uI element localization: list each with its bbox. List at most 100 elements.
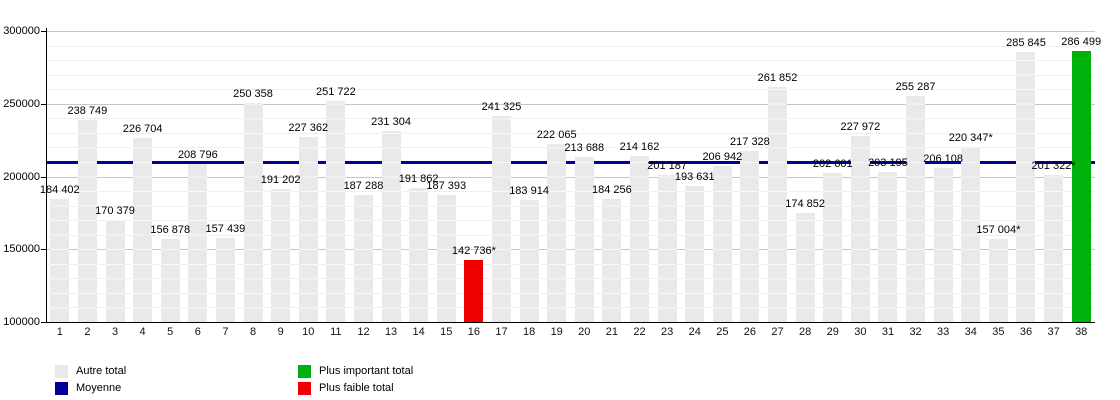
bar-value-label: 227 972 xyxy=(840,120,881,133)
x-tick-label: 22 xyxy=(633,326,646,338)
legend-label: Plus faible total xyxy=(319,382,394,394)
bar-value-label: 222 065 xyxy=(536,129,577,142)
legend-label: Autre total xyxy=(76,365,127,377)
bar-value-label: 214 162 xyxy=(619,140,660,153)
x-tick-label: 12 xyxy=(357,326,370,338)
bar-value-label: 170 379 xyxy=(95,204,135,217)
x-tick-label: 33 xyxy=(937,326,950,338)
bar-value-label: 191 202 xyxy=(260,174,301,187)
bar-value-label: 201 187 xyxy=(647,159,687,172)
x-tick-label: 28 xyxy=(799,326,812,338)
bar xyxy=(436,194,456,322)
bar xyxy=(602,199,622,322)
bar-value-label: 227 362 xyxy=(288,121,329,134)
bar xyxy=(712,166,732,322)
x-tick-label: 25 xyxy=(716,326,729,338)
bar-value-label: 184 402 xyxy=(39,184,80,197)
bar xyxy=(547,144,567,322)
gridline-major xyxy=(46,176,1095,178)
bar-value-label: 174 852 xyxy=(785,198,826,211)
legend-swatch-average xyxy=(55,381,68,395)
bar-value-label: 206 108 xyxy=(923,152,964,165)
bar-value-label: 202 601 xyxy=(812,157,853,170)
gridline-minor xyxy=(46,60,1095,62)
x-tick-label: 5 xyxy=(167,326,174,338)
x-tick-label: 31 xyxy=(881,326,895,338)
bar xyxy=(961,146,981,322)
bar xyxy=(795,213,815,322)
x-tick-label: 6 xyxy=(194,326,201,338)
bar-value-label: 156 878 xyxy=(150,224,191,237)
x-tick-label: 10 xyxy=(302,326,315,338)
x-tick-label: 30 xyxy=(854,326,867,338)
bar-value-label: 213 688 xyxy=(564,141,605,154)
x-tick-label: 27 xyxy=(771,326,784,338)
bar-value-label: 241 325 xyxy=(481,101,522,114)
bar xyxy=(657,174,677,322)
legend-item-moyenne: Moyenne xyxy=(55,381,121,395)
x-tick-label: 8 xyxy=(249,326,257,338)
y-tick-label: 150000 xyxy=(3,243,40,256)
legend-swatch-lowest-total xyxy=(298,381,311,395)
bar-value-label: 187 288 xyxy=(343,179,384,192)
legend-label: Plus important total xyxy=(319,365,414,377)
bar xyxy=(685,185,705,322)
bar xyxy=(988,239,1008,322)
legend-swatch-highest-total xyxy=(298,364,311,378)
bar xyxy=(491,116,511,322)
gridline-major xyxy=(46,249,1095,251)
average-line xyxy=(46,161,1095,165)
bar xyxy=(50,199,70,322)
x-tick-label: 20 xyxy=(578,326,591,338)
bar-value-label: 157 439 xyxy=(205,223,246,236)
x-tick-label: 16 xyxy=(467,326,480,338)
legend-item-plus-faible-total: Plus faible total xyxy=(298,381,394,395)
y-tick-mark xyxy=(41,322,46,323)
bar xyxy=(298,136,318,322)
x-tick-label: 2 xyxy=(84,326,91,338)
y-tick-mark xyxy=(41,103,46,105)
legend: Autre total Moyenne Plus important total… xyxy=(0,358,1120,400)
bar xyxy=(823,172,843,322)
gridline-minor xyxy=(46,307,1095,309)
bar xyxy=(133,137,153,322)
x-tick-label: 7 xyxy=(222,326,229,338)
gridline-major xyxy=(46,103,1095,105)
bar-value-label: 251 722 xyxy=(315,86,356,99)
y-tick-label: 100000 xyxy=(3,316,40,328)
x-tick-label: 36 xyxy=(1019,326,1033,338)
bar-lowest-total xyxy=(464,259,484,322)
x-tick-label: 21 xyxy=(605,326,619,338)
gridline-minor xyxy=(46,118,1095,120)
legend-item-autre-total: Autre total xyxy=(55,364,126,378)
bar-value-label: 187 393 xyxy=(426,179,467,192)
x-tick-label: 3 xyxy=(111,326,119,338)
bar-value-label: 250 358 xyxy=(233,88,273,101)
bar-value-label: 183 914 xyxy=(509,184,549,197)
bar-value-label: 184 256 xyxy=(592,184,632,197)
bar xyxy=(243,103,263,322)
bar xyxy=(188,163,208,322)
bar xyxy=(160,239,180,322)
bar xyxy=(740,151,760,322)
bar-value-label: 193 631 xyxy=(674,170,715,183)
bar xyxy=(850,135,870,322)
bar-value-label: 208 796 xyxy=(177,148,218,161)
x-tick-label: 29 xyxy=(826,326,839,338)
bar-value-label: 201 322* xyxy=(1031,159,1076,172)
bar xyxy=(77,120,97,322)
x-tick-label: 37 xyxy=(1047,326,1060,338)
x-axis xyxy=(46,322,1095,323)
bar xyxy=(215,238,235,322)
bar xyxy=(878,171,898,322)
x-tick-label: 9 xyxy=(277,326,284,338)
bar-value-label: 238 749 xyxy=(67,105,108,118)
gridline-minor xyxy=(46,278,1095,280)
bar xyxy=(381,130,401,322)
bar-value-label: 142 736* xyxy=(451,244,496,257)
gridline-minor xyxy=(46,132,1095,134)
x-tick-label: 15 xyxy=(440,326,453,338)
y-tick-mark xyxy=(41,176,46,178)
